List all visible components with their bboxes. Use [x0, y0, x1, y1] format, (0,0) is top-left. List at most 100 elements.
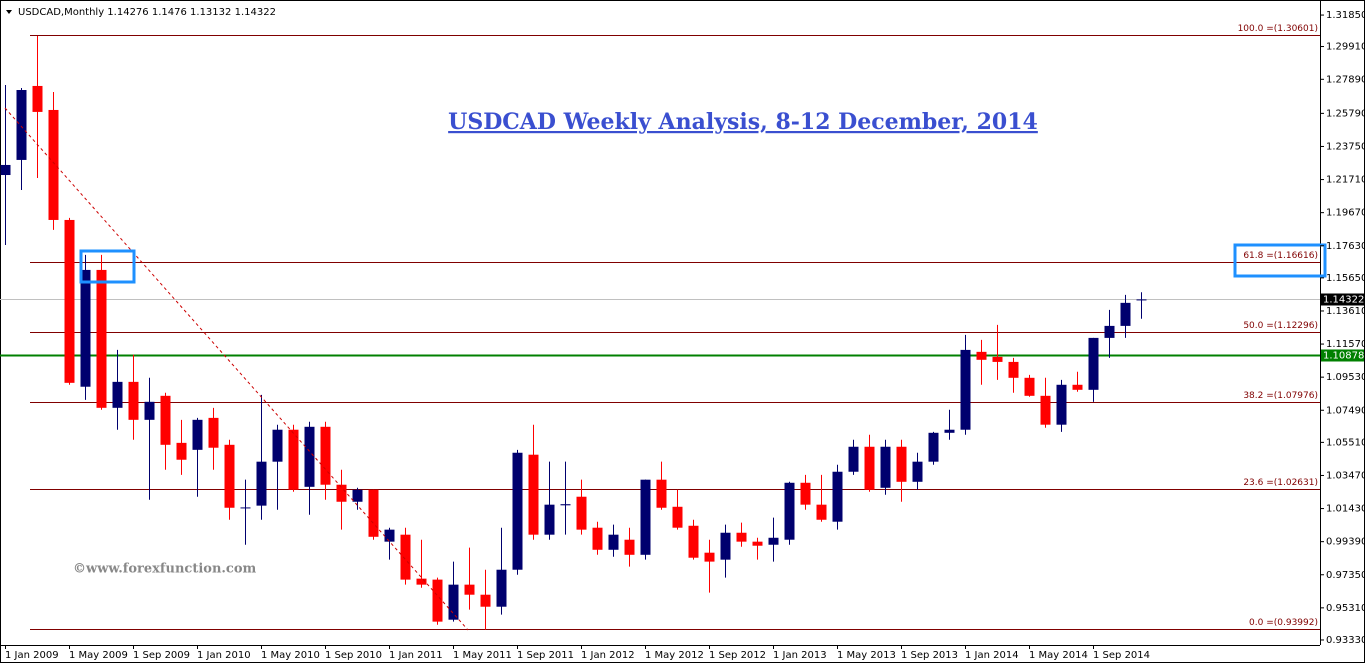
- candle-body: [944, 429, 955, 433]
- candle-body: [576, 496, 587, 530]
- y-tick-label: 1.03470: [1326, 470, 1365, 481]
- candle-body: [416, 578, 427, 585]
- x-tick-label: 1 Sep 2012: [709, 650, 766, 661]
- candle-body: [528, 454, 539, 535]
- candle-body: [368, 489, 379, 537]
- highlight-box: [1233, 243, 1327, 278]
- candle-body: [96, 269, 107, 408]
- y-tick-label: 1.13610: [1326, 306, 1365, 317]
- x-tick-label: 1 Jan 2009: [5, 650, 59, 661]
- candle-body: [32, 85, 43, 112]
- candle-body: [688, 525, 699, 558]
- candle-body: [48, 109, 59, 220]
- candle-body: [864, 446, 875, 490]
- candle-body: [352, 489, 363, 502]
- fib-label: 61.8 =(1.16616): [1243, 251, 1318, 261]
- candle-body: [704, 552, 715, 562]
- candle-body: [432, 579, 443, 622]
- candle-body: [0, 164, 11, 176]
- candle-body: [1040, 395, 1051, 425]
- candle-body: [608, 534, 619, 550]
- candle-body: [112, 381, 123, 408]
- candle-body: [16, 90, 27, 160]
- fib-label: 50.0 =(1.12296): [1243, 321, 1318, 331]
- candle-body: [160, 395, 171, 445]
- chart-title: USDCAD Weekly Analysis, 8-12 December, 2…: [448, 109, 1038, 135]
- x-tick-label: 1 May 2011: [453, 650, 512, 661]
- candle-body: [928, 432, 939, 462]
- price-label-bg: [1321, 293, 1364, 306]
- header-open: 1.14276: [107, 7, 148, 18]
- fib-label: 38.2 =(1.07976): [1243, 391, 1318, 401]
- candle-body: [400, 534, 411, 580]
- candle-body: [512, 452, 523, 570]
- y-tick-label: 1.11570: [1326, 339, 1365, 350]
- support-label-bg: [1321, 349, 1364, 362]
- price-label: 1.14322: [1323, 295, 1364, 306]
- y-tick-label: 1.17630: [1326, 241, 1365, 252]
- candle-body: [336, 484, 347, 502]
- x-tick-label: 1 Jan 2011: [389, 650, 443, 661]
- y-tick-label: 1.19670: [1326, 208, 1365, 219]
- header-arrow: [6, 10, 12, 14]
- candle-body: [1024, 377, 1035, 396]
- y-tick-label: 1.31850: [1326, 10, 1365, 21]
- candle-body: [224, 444, 235, 508]
- candle-body: [848, 446, 859, 472]
- candle-body: [1072, 384, 1083, 390]
- candle-body: [384, 529, 395, 542]
- x-tick-label: 1 Jan 2010: [197, 650, 251, 661]
- candle-body: [640, 479, 651, 555]
- x-tick-label: 1 Jan 2014: [965, 650, 1019, 661]
- candle-body: [304, 426, 315, 487]
- x-tick-label: 1 Sep 2011: [517, 650, 574, 661]
- candle-body: [752, 541, 763, 546]
- candle-body: [720, 532, 731, 560]
- candle-body: [256, 461, 267, 506]
- candle-body: [624, 539, 635, 555]
- y-tick-label: 1.29910: [1326, 42, 1365, 53]
- header-low: 1.13132: [190, 7, 231, 18]
- candle-body: [464, 584, 475, 595]
- candle-body: [448, 584, 459, 620]
- candle-body: [64, 219, 75, 383]
- x-tick-label: 1 Sep 2009: [133, 650, 190, 661]
- highlight-box: [79, 249, 136, 284]
- y-tick-label: 1.15650: [1326, 273, 1365, 284]
- x-tick-label: 1 May 2010: [261, 650, 320, 661]
- symbol: USDCAD,Monthly: [18, 7, 104, 18]
- candle-body: [896, 446, 907, 482]
- candle-body: [208, 417, 219, 448]
- candle-body: [880, 446, 891, 488]
- y-tick-label: 1.21710: [1326, 175, 1365, 186]
- x-tick-label: 1 May 2009: [69, 650, 128, 661]
- y-tick-label: 1.23750: [1326, 141, 1365, 152]
- candle-body: [480, 594, 491, 607]
- y-tick-label: 1.09530: [1326, 372, 1365, 383]
- x-tick-label: 1 May 2014: [1029, 650, 1088, 661]
- candle-body: [656, 479, 667, 508]
- support-label: 1.10878: [1323, 351, 1364, 362]
- fib-label: 100.0 =(1.30601): [1238, 24, 1318, 34]
- x-tick-label: 1 May 2012: [645, 650, 704, 661]
- candle-body: [784, 482, 795, 540]
- candle-body: [1008, 361, 1019, 378]
- y-tick-label: 0.93330: [1326, 635, 1365, 646]
- candle-body: [1056, 384, 1067, 425]
- watermark: ©www.forexfunction.com: [73, 562, 257, 577]
- y-tick-label: 0.95310: [1326, 603, 1365, 614]
- x-tick-label: 1 Jan 2012: [581, 650, 635, 661]
- candle-body: [80, 269, 91, 387]
- candle-body: [1088, 337, 1099, 390]
- fib-trend-line: [4, 107, 469, 631]
- y-tick-label: 1.05510: [1326, 437, 1365, 448]
- candle-body: [544, 504, 555, 535]
- header: USDCAD,Monthly 1.14276 1.1476 1.13132 1.…: [18, 7, 276, 18]
- x-tick-label: 1 Sep 2010: [325, 650, 382, 661]
- candle-body: [192, 419, 203, 450]
- y-tick-label: 1.01430: [1326, 504, 1365, 515]
- x-tick-label: 1 Sep 2014: [1093, 650, 1150, 661]
- candle-body: [912, 461, 923, 482]
- candle-body: [144, 401, 155, 420]
